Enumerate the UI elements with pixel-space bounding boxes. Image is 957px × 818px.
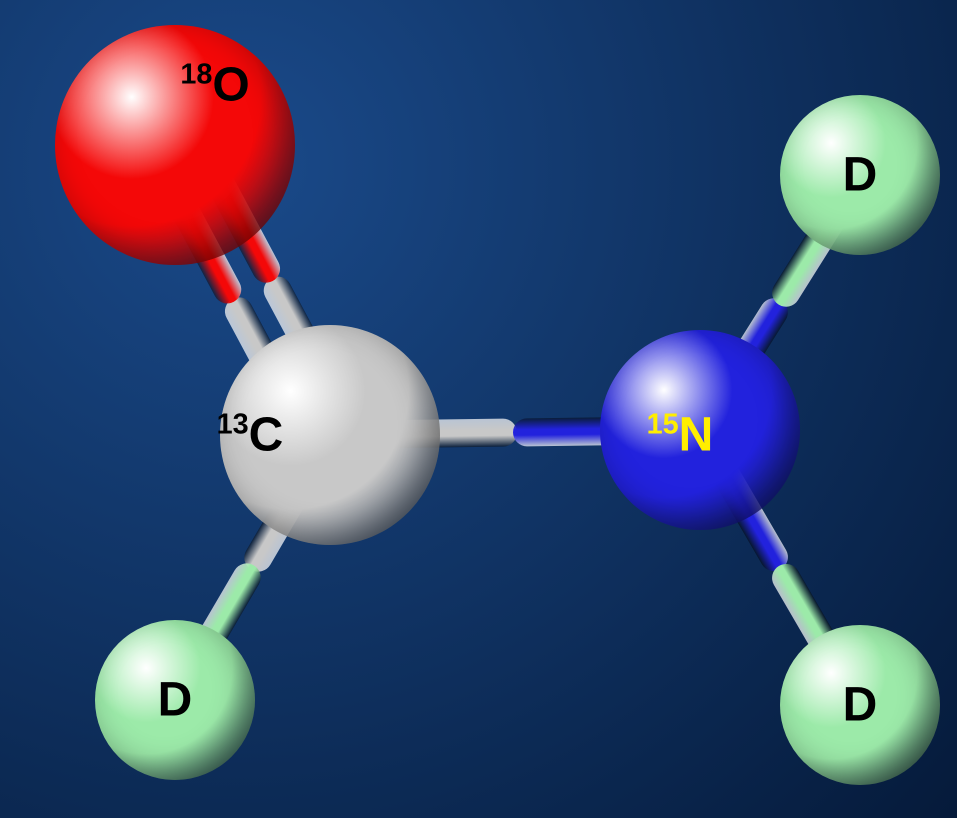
label-O: 18O xyxy=(180,58,249,113)
label-D2: D xyxy=(843,148,878,203)
label-C: 13C xyxy=(217,408,284,463)
label-N: 15N xyxy=(647,408,714,463)
molecule-scene: 18O 13C 15N D D D xyxy=(0,0,957,818)
label-D1: D xyxy=(158,673,193,728)
atom-O xyxy=(55,25,295,265)
label-D3: D xyxy=(843,678,878,733)
